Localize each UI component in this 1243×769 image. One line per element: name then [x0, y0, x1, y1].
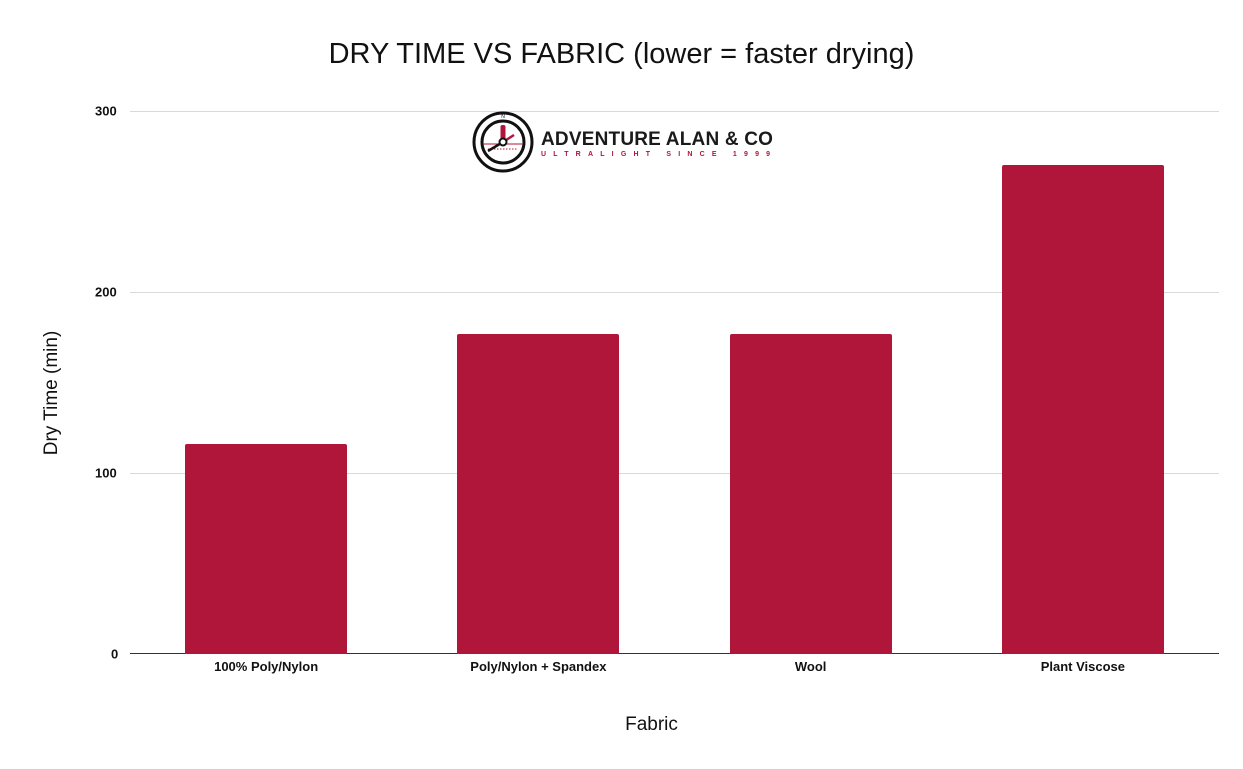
y-axis-label: Dry Time (min) — [41, 330, 62, 456]
brand-name: ADVENTURE ALAN & CO — [541, 129, 774, 150]
y-tick-100: 100 — [95, 465, 117, 481]
chart-title: DRY TIME VS FABRIC (lower = faster dryin… — [328, 38, 915, 70]
y-tick-0: 0 — [111, 646, 119, 662]
brand-logo: N ADVENTURE ALAN & CO ULTRALIGHT SINCE 1… — [471, 111, 777, 178]
plot-area: 300 200 100 0 100% Poly/Nylon Poly/Nylon … — [95, 104, 1219, 674]
x-tick-label: Poly/Nylon + Spandex — [470, 659, 607, 674]
svg-text:N: N — [501, 114, 505, 120]
y-tick-300: 300 — [95, 103, 117, 119]
bar-wool — [729, 333, 892, 654]
x-axis-baseline — [130, 653, 1219, 654]
gridline-200 — [130, 292, 1219, 293]
x-tick-label: Plant Viscose — [1040, 659, 1126, 674]
bar-plant-viscose — [1001, 165, 1164, 654]
x-axis-label: Fabric — [625, 714, 678, 735]
gridline-300 — [130, 111, 1219, 112]
x-tick-label: 100% Poly/Nylon — [214, 659, 319, 674]
compass-clock-icon: N — [471, 111, 535, 178]
gridline-100 — [130, 473, 1219, 474]
x-tick-label: Wool — [794, 659, 827, 674]
brand-tagline: ULTRALIGHT SINCE 1999 — [541, 151, 778, 158]
bar-poly-nylon-spandex — [457, 333, 620, 654]
bar-100-poly-nylon — [185, 444, 348, 654]
y-tick-200: 200 — [95, 284, 117, 300]
